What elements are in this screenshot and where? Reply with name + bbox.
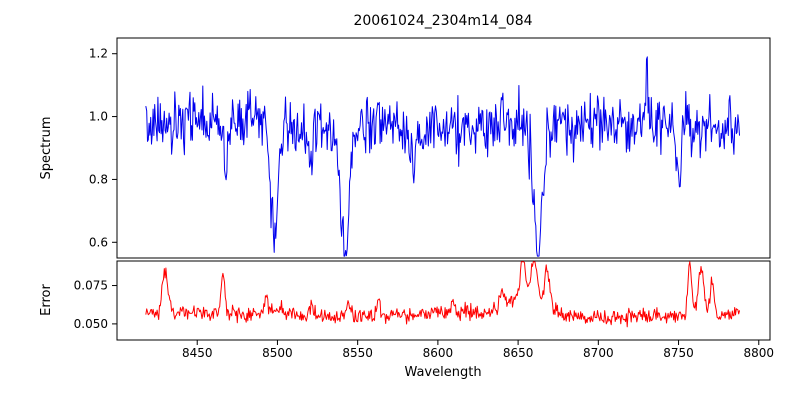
y-tick-label: 0.075 (74, 279, 108, 293)
x-tick-label: 8700 (583, 346, 614, 360)
spectrum-line (145, 56, 740, 257)
axis-ticks: 8450 8500 8550 8600 8650 8700 8750 8800 0.6 0.8 1.… (74, 47, 774, 360)
x-tick-label: 8800 (743, 346, 774, 360)
x-tick-label: 8650 (503, 346, 534, 360)
y-tick-label: 0.6 (89, 235, 108, 249)
x-tick-label: 8750 (663, 346, 694, 360)
error-line (145, 261, 740, 328)
y-tick-label: 0.8 (89, 172, 108, 186)
x-tick-label: 8500 (262, 346, 293, 360)
y-axis-label-spectrum: Spectrum (39, 117, 54, 180)
x-axis-label: Wavelength (404, 365, 481, 380)
x-tick-label: 8450 (182, 346, 213, 360)
chart-title: 20061024_2304m14_084 (353, 13, 532, 29)
x-tick-label: 8550 (342, 346, 373, 360)
y-tick-label: 0.050 (74, 317, 108, 331)
series-group (145, 56, 740, 328)
error-axes-box (116, 260, 771, 341)
y-axis-label-error: Error (39, 284, 54, 316)
spectrum-axes-box (116, 37, 771, 259)
y-tick-label: 1.0 (89, 110, 108, 124)
x-tick-label: 8600 (423, 346, 454, 360)
y-tick-label: 1.2 (89, 47, 108, 61)
